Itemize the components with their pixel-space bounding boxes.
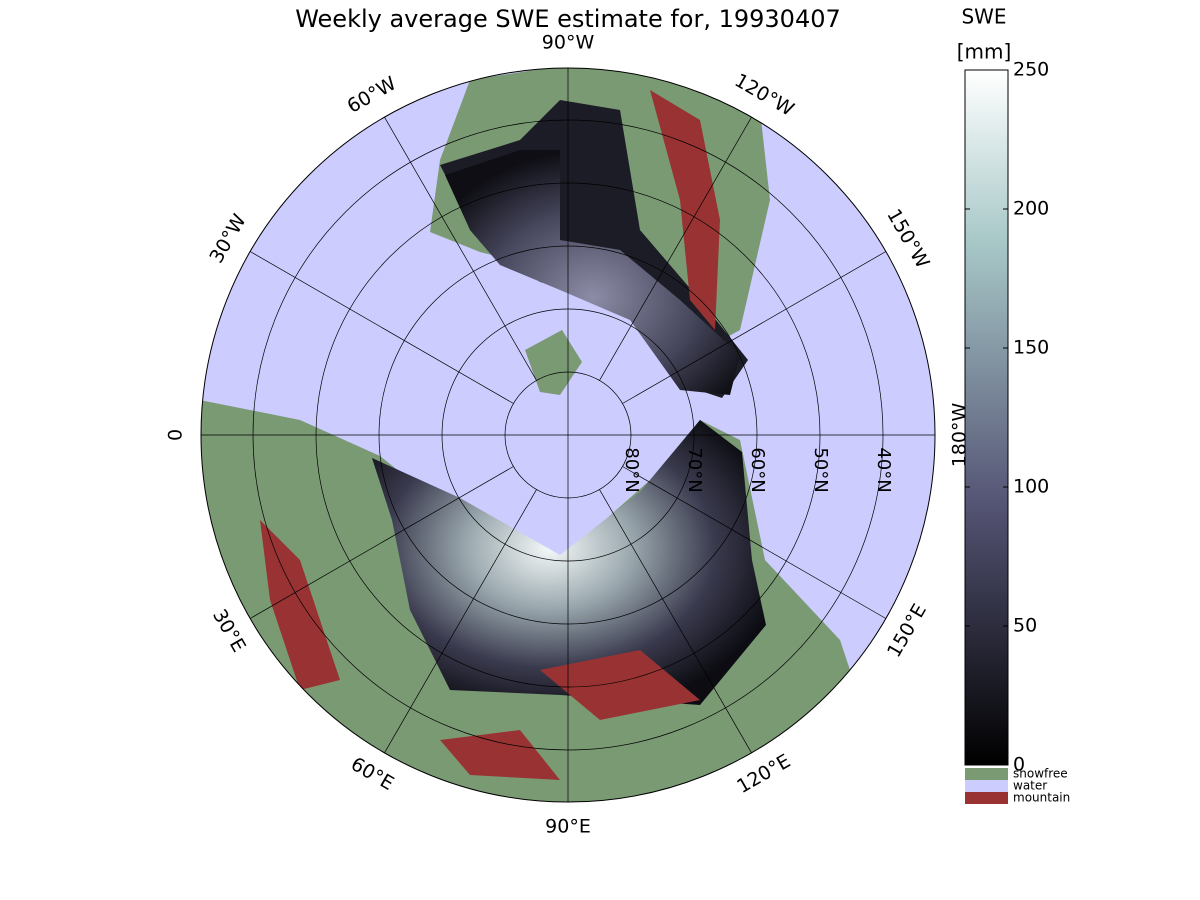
mountain-area	[540, 650, 700, 720]
longitude-label: 90°E	[545, 816, 591, 838]
chart-title: Weekly average SWE estimate for, 1993040…	[295, 5, 841, 33]
latitude-label: 70°N	[684, 447, 705, 492]
colorbar-tick-label: 50	[1013, 615, 1037, 637]
latitude-label: 40°N	[873, 447, 894, 492]
meridian-line	[249, 251, 514, 404]
map	[201, 68, 935, 802]
meridian-line	[599, 489, 752, 754]
longitude-label: 90°W	[542, 32, 595, 54]
latitude-label: 80°N	[621, 447, 642, 492]
colorbar	[964, 69, 1009, 766]
meridian-line	[384, 116, 537, 381]
mountain-area	[440, 730, 560, 780]
legend-swatch	[965, 780, 1008, 792]
meridian-line	[384, 489, 537, 754]
longitude-label: 30°E	[208, 605, 250, 656]
legend-label: water	[1013, 779, 1047, 793]
longitude-label: 60°E	[347, 753, 398, 795]
colorbar-tick-label: 150	[1013, 337, 1049, 359]
colorbar-tick-label: 0	[1013, 754, 1025, 776]
meridian-line	[249, 466, 514, 619]
longitude-label: 180°W	[949, 403, 971, 468]
colorbar-tick-label: 100	[1013, 476, 1049, 498]
snow-cover	[445, 150, 740, 395]
colorbar-title: SWE	[961, 5, 1006, 29]
legend-label: mountain	[1013, 791, 1070, 805]
colorbar-tick-label: 250	[1013, 59, 1049, 81]
legend-swatch	[965, 768, 1008, 780]
longitude-label: 30°W	[205, 210, 250, 267]
map-border	[200, 67, 936, 803]
meridian-line	[622, 466, 887, 619]
latitude-label: 50°N	[810, 447, 831, 492]
meridian-line	[599, 116, 752, 381]
legend-swatch	[965, 792, 1008, 804]
graticule	[201, 68, 935, 802]
latitude-label: 60°N	[747, 447, 768, 492]
meridian-line	[622, 251, 887, 404]
legend-label: snowfree	[1013, 767, 1068, 781]
longitude-label: 60°W	[344, 72, 401, 117]
colorbar-tick-label: 200	[1013, 198, 1049, 220]
snow-cover	[372, 420, 766, 705]
colorbar-unit: [mm]	[957, 40, 1012, 64]
longitude-label: 0	[165, 429, 187, 441]
